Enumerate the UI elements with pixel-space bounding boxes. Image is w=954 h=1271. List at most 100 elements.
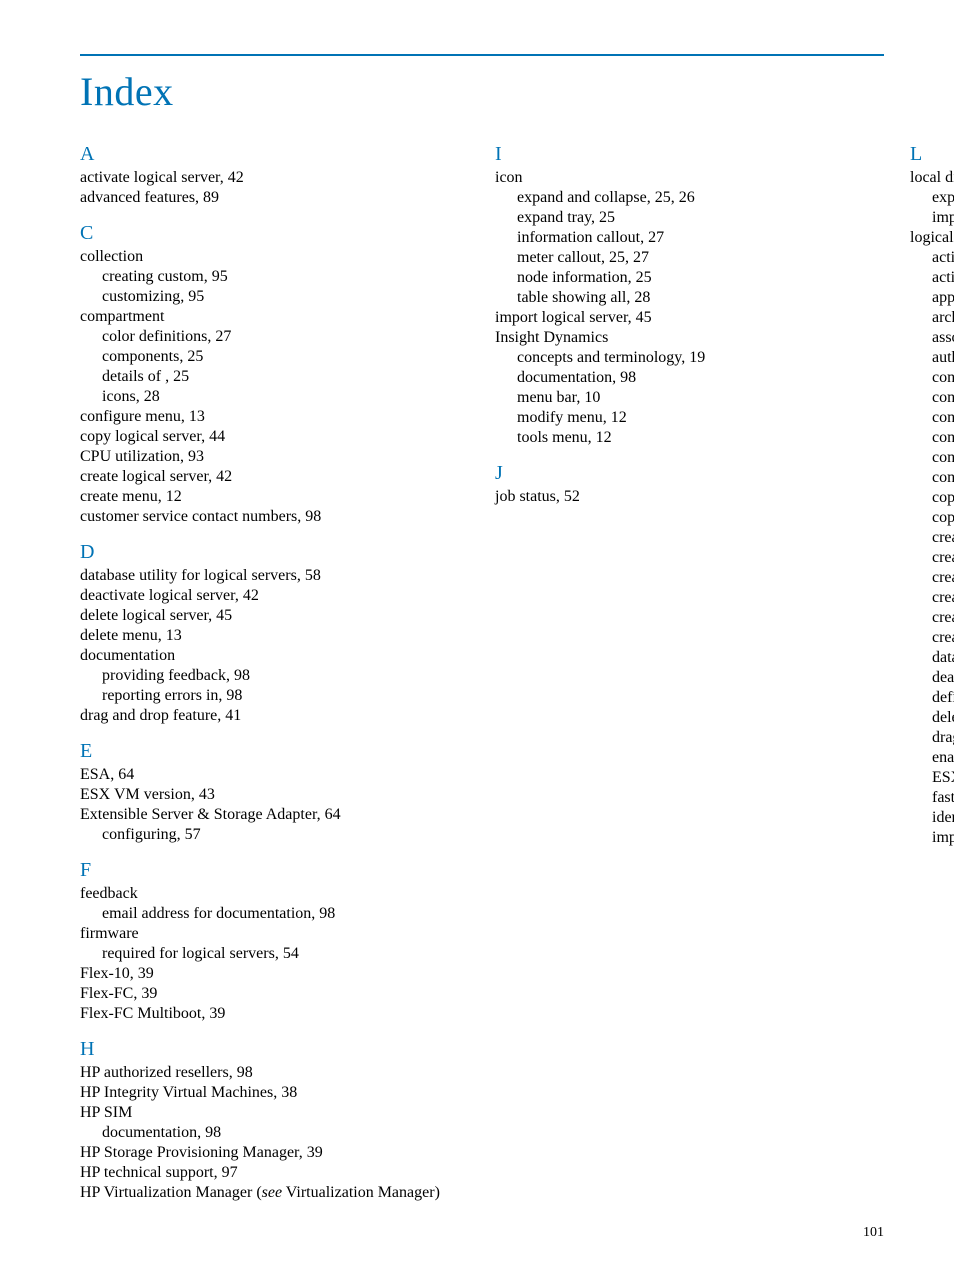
top-divider — [80, 54, 884, 56]
index-entry: fast move, 51 — [910, 788, 954, 808]
index-entry: configure menu, 13 — [80, 407, 469, 427]
index-entry: HP Virtualization Manager (see Virtualiz… — [80, 1183, 469, 1203]
section-letter: C — [80, 222, 469, 245]
index-entry: configuring VMware vSphere, 55 — [910, 448, 954, 468]
index-entry: delete logical server, 45 — [80, 606, 469, 626]
index-entry: icon — [495, 168, 884, 188]
index-entry: firmware — [80, 924, 469, 944]
index-entry: Insight Dynamics — [495, 328, 884, 348]
index-entry: exporting, 60 — [910, 188, 954, 208]
index-entry: configuring Storage Provisioning Manager… — [910, 408, 954, 428]
index-section: EESA, 64ESX VM version, 43Extensible Ser… — [80, 740, 469, 845]
index-entry: feedback — [80, 884, 469, 904]
index-entry: import logical server, 45 — [495, 308, 884, 328]
index-entry: HP authorized resellers, 98 — [80, 1063, 469, 1083]
section-letter: L — [910, 143, 954, 166]
index-entry: deactivate, 42 — [910, 668, 954, 688]
index-entry: creating storage entry, 65 — [910, 608, 954, 628]
index-entry: email address for documentation, 98 — [80, 904, 469, 924]
index-entry: required for logical servers, 54 — [80, 944, 469, 964]
index-entry: expand tray, 25 — [495, 208, 884, 228]
index-columns: Aactivate logical server, 42advanced fea… — [80, 143, 884, 1223]
index-entry: documentation, 98 — [80, 1123, 469, 1143]
index-entry: appearance in Visualization perspective,… — [910, 288, 954, 308]
index-entry: Extensible Server & Storage Adapter, 64 — [80, 805, 469, 825]
index-section: Ffeedbackemail address for documentation… — [80, 859, 469, 1024]
page-title: Index — [80, 68, 884, 115]
index-entry: associating storage pool entry with, 71 — [910, 328, 954, 348]
index-entry: expand and collapse, 25, 26 — [495, 188, 884, 208]
index-entry: customizing, 95 — [80, 287, 469, 307]
index-entry: creating storage pool entry, 70 — [910, 628, 954, 648]
index-entry: database utility for logical servers, 58 — [80, 566, 469, 586]
index-entry: job status, 52 — [495, 487, 884, 507]
index-entry: menu bar, 10 — [495, 388, 884, 408]
index-entry: copy logical server, 44 — [80, 427, 469, 447]
index-entry: HP SIM — [80, 1103, 469, 1123]
index-entry: architecture, 43 — [910, 308, 954, 328]
section-letter: D — [80, 541, 469, 564]
index-entry: Flex-FC Multiboot, 39 — [80, 1004, 469, 1024]
index-entry: modify menu, 12 — [495, 408, 884, 428]
index-entry: table showing all, 28 — [495, 288, 884, 308]
index-section: Aactivate logical server, 42advanced fea… — [80, 143, 469, 208]
index-entry: information callout, 27 — [495, 228, 884, 248]
index-entry: concepts and terminology, 19 — [495, 348, 884, 368]
index-entry: creating file (VM) storage entry, 69 — [910, 548, 954, 568]
index-entry: configuring VMware vCenter, 54 — [910, 428, 954, 448]
index-entry: meter callout, 25, 27 — [495, 248, 884, 268]
index-entry: details of , 25 — [80, 367, 469, 387]
index-entry: components, 25 — [80, 347, 469, 367]
index-entry: reporting errors in, 98 — [80, 686, 469, 706]
index-entry: delete, 45 — [910, 708, 954, 728]
index-entry: providing feedback, 98 — [80, 666, 469, 686]
index-entry: Flex-FC, 39 — [80, 984, 469, 1004]
index-entry: copy, 44 — [910, 488, 954, 508]
index-entry: documentation — [80, 646, 469, 666]
index-entry: deactivate logical server, 42 — [80, 586, 469, 606]
index-entry: create menu, 12 — [80, 487, 469, 507]
section-letter: E — [80, 740, 469, 763]
index-section: HHP authorized resellers, 98HP Integrity… — [80, 1038, 469, 1203]
index-entry: creating SAN torage entry, 66 — [910, 588, 954, 608]
index-entry: authorization and configuration, 52 — [910, 348, 954, 368]
index-entry: configuring Extensible Server & Storage … — [910, 368, 954, 388]
index-entry: ESX VM version, 43 — [80, 785, 469, 805]
index-entry: HP Storage Provisioning Manager, 39 — [80, 1143, 469, 1163]
index-entry: importing, 60 — [910, 208, 954, 228]
section-letter: I — [495, 143, 884, 166]
index-entry: identity, 42 — [910, 808, 954, 828]
index-entry: database utility, 58 — [910, 648, 954, 668]
index-entry: import, 45 — [910, 828, 954, 848]
index-entry: configuring SAN storage validation, 56 — [910, 388, 954, 408]
index-entry: creating SAN storage pool entry, 72 — [910, 568, 954, 588]
index-section: Ccollectioncreating custom, 95customizin… — [80, 222, 469, 527]
index-entry: Flex-10, 39 — [80, 964, 469, 984]
index-entry: HP technical support, 97 — [80, 1163, 469, 1183]
index-entry: advanced features, 89 — [80, 188, 469, 208]
index-entry: node information, 25 — [495, 268, 884, 288]
section-letter: F — [80, 859, 469, 882]
index-entry: logical server — [910, 228, 954, 248]
index-entry: CPU utilization, 93 — [80, 447, 469, 467]
index-entry: customer service contact numbers, 98 — [80, 507, 469, 527]
index-entry: enable high availability, 44 — [910, 748, 954, 768]
index-entry: copy move, 51 — [910, 508, 954, 528]
index-entry: create logical server, 42 — [80, 467, 469, 487]
page-number: 101 — [863, 1225, 884, 1241]
index-entry: activate, 42 — [910, 268, 954, 288]
index-entry: color definitions, 27 — [80, 327, 469, 347]
index-section: Iiconexpand and collapse, 25, 26expand t… — [495, 143, 884, 448]
index-entry: configuring with Onboard Administrator c… — [910, 468, 954, 488]
index-entry: drag and drop feature, 41 — [80, 706, 469, 726]
index-entry: icons, 28 — [80, 387, 469, 407]
section-letter: A — [80, 143, 469, 166]
index-entry: ESA, 64 — [80, 765, 469, 785]
index-entry: local disk information — [910, 168, 954, 188]
index-entry: create, 42 — [910, 528, 954, 548]
index-entry: delete menu, 13 — [80, 626, 469, 646]
index-entry: creating custom, 95 — [80, 267, 469, 287]
index-entry: compartment — [80, 307, 469, 327]
section-letter: J — [495, 462, 884, 485]
index-entry: collection — [80, 247, 469, 267]
